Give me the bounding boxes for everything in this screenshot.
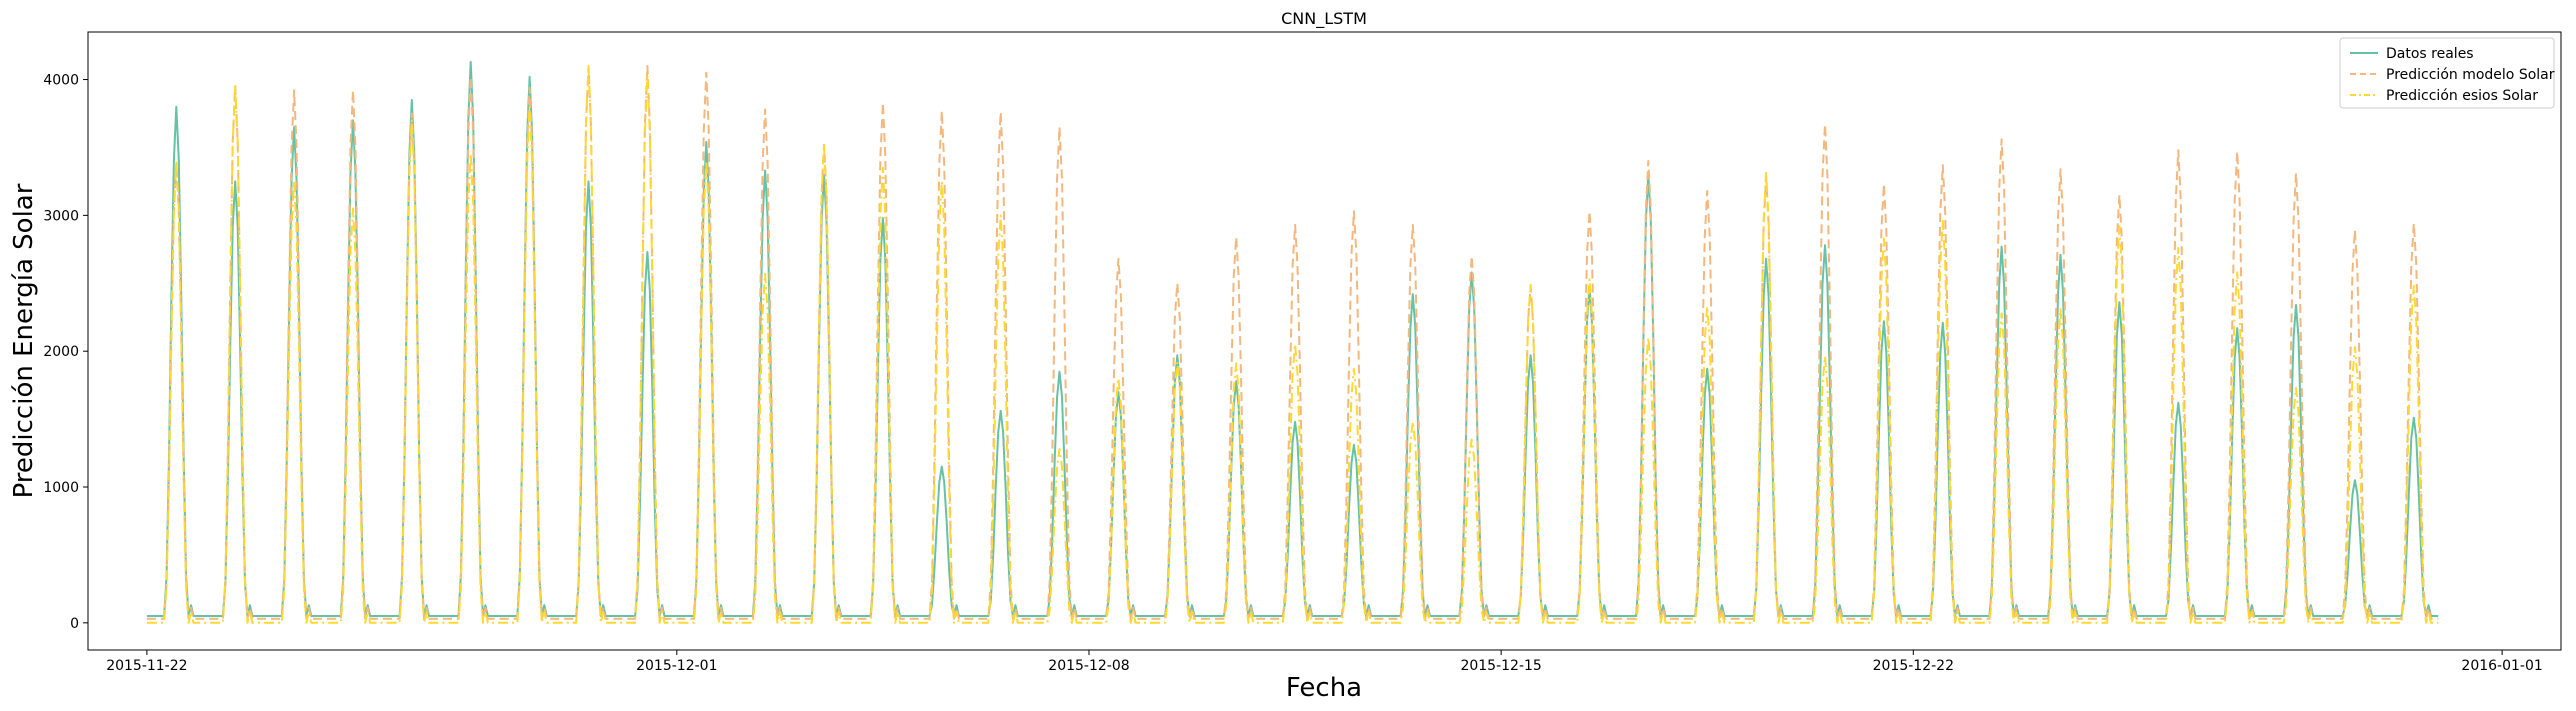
series-line: [146, 60, 2439, 617]
x-tick-label: 2015-12-15: [1460, 658, 1541, 674]
y-tick-label: 1000: [43, 480, 79, 496]
chart-title: CNN_LSTM: [1281, 9, 1367, 29]
series-line: [146, 65, 2439, 620]
legend-label: Datos reales: [2386, 46, 2474, 62]
y-tick-label: 0: [70, 616, 79, 632]
legend: Datos reales Predicción modelo Solar Predi…: [2339, 37, 2555, 109]
x-tick-label: 2015-12-01: [636, 658, 717, 674]
y-axis: 0 1000 2000 3000 4000: [43, 73, 88, 632]
y-tick-label: 2000: [43, 344, 79, 360]
x-tick-label: 2015-11-22: [106, 658, 187, 674]
legend-box: [2339, 37, 2555, 109]
x-axis-label: Fecha: [1286, 673, 1362, 703]
legend-label: Predicción esios Solar: [2386, 88, 2538, 104]
plot-area-frame: [87, 31, 2562, 651]
series-line: [146, 65, 2439, 624]
y-axis-label: Predicción Energía Solar: [9, 183, 39, 498]
series-layer: [146, 60, 2439, 624]
y-tick-label: 3000: [43, 208, 79, 224]
x-axis: 2015-11-22 2015-12-01 2015-12-08 2015-12-15…: [106, 650, 2543, 674]
x-tick-label: 2015-12-22: [1873, 658, 1954, 674]
x-tick-label: 2016-01-01: [2461, 658, 2542, 674]
x-tick-label: 2015-12-08: [1048, 658, 1129, 674]
legend-label: Predicción modelo Solar: [2386, 67, 2555, 83]
y-tick-label: 4000: [43, 73, 79, 89]
